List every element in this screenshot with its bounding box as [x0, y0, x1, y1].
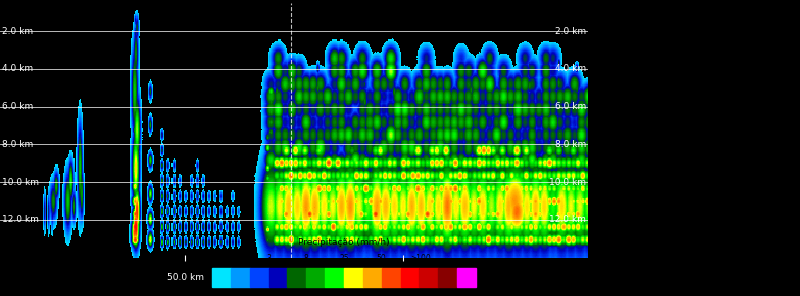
Bar [212, 268, 231, 287]
Bar [250, 268, 269, 287]
Text: Precipitação (mm/h): Precipitação (mm/h) [298, 238, 390, 247]
Text: 25: 25 [339, 254, 349, 263]
Bar [306, 268, 325, 287]
Bar [457, 268, 476, 287]
Text: 50.0 km: 50.0 km [166, 273, 204, 282]
Text: 2.0 km: 2.0 km [555, 27, 586, 36]
Text: 4.0 km: 4.0 km [2, 65, 33, 73]
Text: 4.0 km: 4.0 km [555, 65, 586, 73]
Bar [269, 268, 287, 287]
Bar [363, 268, 382, 287]
Text: 1: 1 [229, 254, 234, 263]
Text: 50.0 km: 50.0 km [384, 273, 422, 282]
Bar [325, 268, 344, 287]
Text: 10.0 km: 10.0 km [2, 178, 38, 186]
Bar [438, 268, 457, 287]
Text: 50: 50 [376, 254, 386, 263]
Bar [401, 268, 419, 287]
Bar [382, 268, 401, 287]
Bar [419, 268, 438, 287]
Text: 10.0 km: 10.0 km [550, 178, 586, 186]
Bar [231, 268, 250, 287]
Bar [287, 268, 306, 287]
Text: 6.0 km: 6.0 km [555, 102, 586, 111]
Bar [344, 268, 363, 287]
Text: 3: 3 [266, 254, 271, 263]
Text: 0.1: 0.1 [207, 254, 219, 263]
Text: 8.0 km: 8.0 km [555, 140, 586, 149]
Text: >100: >100 [410, 254, 431, 263]
Text: 12.0 km: 12.0 km [2, 215, 38, 224]
Text: 8: 8 [303, 254, 308, 263]
Text: 8.0 km: 8.0 km [2, 140, 33, 149]
Text: 20110426-1305: 20110426-1305 [651, 253, 749, 266]
Text: 12.0 km: 12.0 km [550, 215, 586, 224]
Text: 2.0 km: 2.0 km [2, 27, 33, 36]
Text: 6.0 km: 6.0 km [2, 102, 33, 111]
